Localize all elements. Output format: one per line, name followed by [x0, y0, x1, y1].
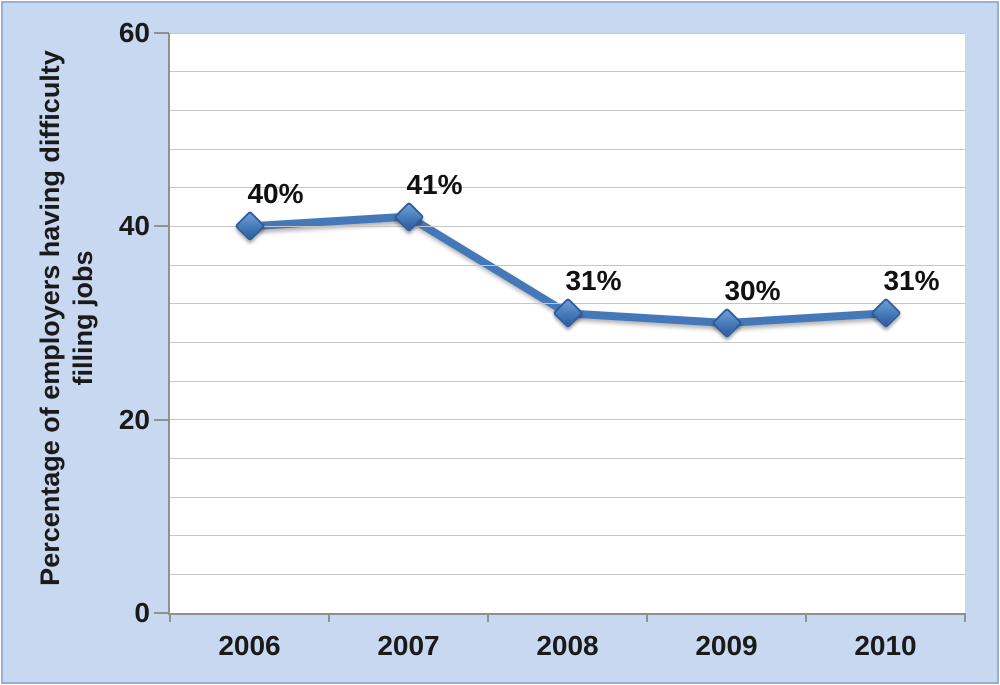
data-label-2008: 31% — [565, 265, 622, 297]
gridline-y-52 — [170, 109, 965, 111]
gridline-y-8 — [170, 535, 965, 537]
data-label-2007: 41% — [406, 168, 463, 200]
gridline-y-36 — [170, 264, 965, 266]
y-axis-tick-label-40: 40 — [118, 210, 150, 242]
x-axis-tick-5 — [964, 613, 966, 622]
gridline-y-60 — [170, 32, 965, 34]
y-axis-tick-60 — [154, 32, 169, 34]
x-axis-tick-0 — [169, 613, 171, 622]
gridline-y-56 — [170, 71, 965, 73]
data-label-2009: 30% — [724, 275, 781, 306]
gridline-y-40 — [170, 225, 965, 227]
data-label-2010: 31% — [883, 265, 940, 297]
data-label-2006: 40% — [247, 178, 304, 210]
x-axis-tick-4 — [805, 613, 807, 622]
y-axis-tick-40 — [154, 225, 169, 228]
gridline-y-24 — [170, 380, 965, 382]
y-axis-title: Percentage of employers having difficult… — [34, 50, 100, 586]
x-axis-tick-3 — [646, 613, 648, 622]
y-axis-line — [168, 33, 170, 615]
gridline-y-16 — [170, 457, 965, 459]
gridline-y-12 — [170, 496, 965, 498]
x-axis-tick-label-2010: 2010 — [854, 630, 917, 661]
gridline-y-20 — [170, 419, 965, 421]
x-axis-line — [168, 613, 965, 615]
y-axis-title-line1: Percentage of employers having difficult… — [35, 50, 65, 586]
y-axis-tick-20 — [154, 418, 169, 421]
y-axis-tick-label-60: 60 — [118, 17, 150, 48]
x-axis-tick-2 — [487, 613, 489, 622]
gridline-y-28 — [170, 341, 965, 343]
gridline-y-48 — [170, 148, 965, 150]
x-axis-tick-label-2009: 2009 — [695, 630, 758, 661]
x-axis-tick-label-2008: 2008 — [536, 630, 599, 661]
y-axis-tick-0 — [154, 612, 169, 614]
y-axis-title-line2: filling jobs — [68, 250, 98, 386]
y-axis-tick-label-20: 20 — [118, 403, 150, 435]
y-axis-tick-label-0: 0 — [134, 597, 150, 628]
x-axis-tick-label-2007: 2007 — [377, 630, 440, 661]
x-axis-tick-1 — [328, 613, 330, 622]
gridline-y-4 — [170, 573, 965, 575]
gridline-y-44 — [170, 187, 965, 189]
x-axis-tick-label-2006: 2006 — [218, 630, 281, 661]
